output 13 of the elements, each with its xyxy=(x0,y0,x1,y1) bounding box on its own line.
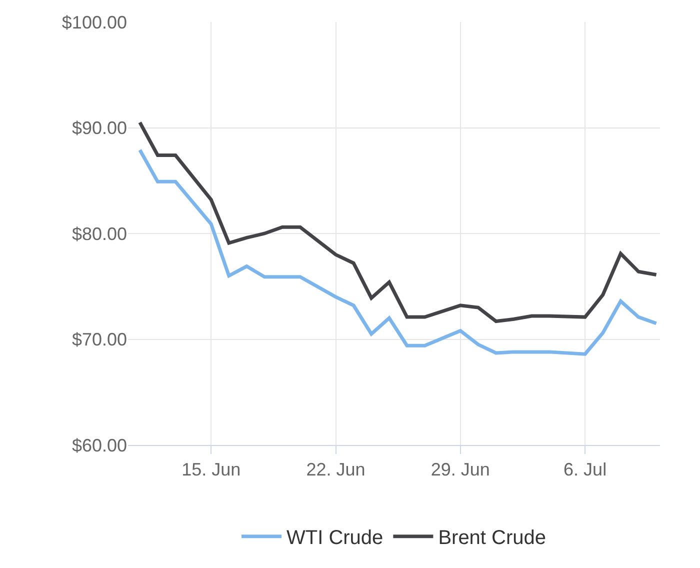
x-tick-label: 29. Jun xyxy=(430,460,490,480)
y-tick-label: $60.00 xyxy=(72,435,127,456)
x-tick-label: 6. Jul xyxy=(564,460,607,480)
legend-label: WTI Crude xyxy=(286,527,384,550)
legend-label: Brent Crude xyxy=(438,527,546,550)
y-tick-label: $100.00 xyxy=(62,12,127,32)
y-tick-label: $70.00 xyxy=(72,330,127,350)
x-tick-label: 15. Jun xyxy=(182,460,241,480)
x-tick-label: 22. Jun xyxy=(306,460,366,480)
y-tick-label: $90.00 xyxy=(72,118,127,138)
line-series xyxy=(138,120,658,324)
y-tick-label: $80.00 xyxy=(72,224,127,244)
line-series xyxy=(138,148,658,356)
